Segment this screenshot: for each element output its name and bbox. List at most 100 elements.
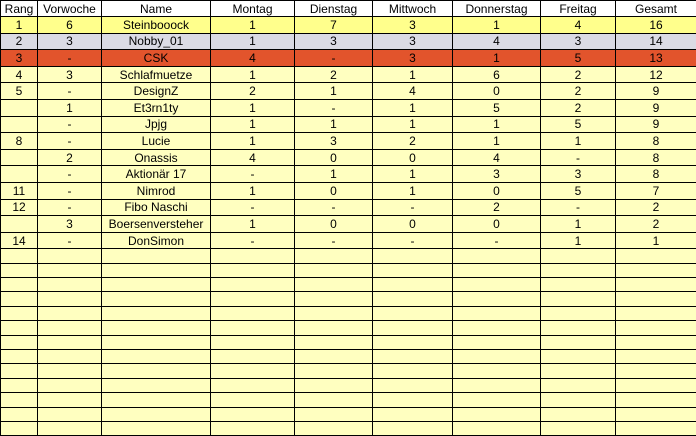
cell-vorwoche[interactable] [38, 292, 102, 306]
cell-montag[interactable] [211, 249, 295, 263]
column-header-mittwoch[interactable]: Mittwoch [373, 1, 453, 17]
cell-mittwoch[interactable]: 3 [373, 33, 453, 50]
cell-gesamt[interactable]: 7 [616, 182, 696, 199]
cell-gesamt[interactable] [616, 263, 696, 277]
cell-name[interactable] [102, 278, 211, 292]
column-header-montag[interactable]: Montag [211, 1, 295, 17]
cell-dienstag[interactable]: 3 [295, 33, 373, 50]
cell-vorwoche[interactable] [38, 335, 102, 349]
cell-freitag[interactable] [541, 407, 616, 421]
column-header-dienstag[interactable]: Dienstag [295, 1, 373, 17]
cell-mittwoch[interactable]: 3 [373, 50, 453, 67]
cell-rang[interactable] [1, 364, 38, 378]
cell-name[interactable] [102, 350, 211, 364]
cell-gesamt[interactable]: 8 [616, 166, 696, 183]
cell-vorwoche[interactable] [38, 306, 102, 320]
column-header-name[interactable]: Name [102, 1, 211, 17]
cell-gesamt[interactable] [616, 321, 696, 335]
cell-freitag[interactable] [541, 292, 616, 306]
cell-name[interactable]: DesignZ [102, 83, 211, 100]
cell-rang[interactable] [1, 116, 38, 133]
cell-vorwoche[interactable]: - [38, 50, 102, 67]
cell-mittwoch[interactable] [373, 278, 453, 292]
cell-freitag[interactable]: 2 [541, 66, 616, 83]
cell-mittwoch[interactable] [373, 364, 453, 378]
cell-vorwoche[interactable] [38, 364, 102, 378]
cell-name[interactable]: Nobby_01 [102, 33, 211, 50]
cell-donnerstag[interactable]: 4 [453, 33, 541, 50]
column-header-gesamt[interactable]: Gesamt [616, 1, 696, 17]
cell-freitag[interactable]: 5 [541, 182, 616, 199]
cell-montag[interactable] [211, 393, 295, 407]
cell-dienstag[interactable] [295, 350, 373, 364]
cell-rang[interactable] [1, 306, 38, 320]
cell-vorwoche[interactable] [38, 350, 102, 364]
cell-freitag[interactable] [541, 321, 616, 335]
cell-montag[interactable] [211, 306, 295, 320]
cell-freitag[interactable] [541, 278, 616, 292]
cell-rang[interactable] [1, 278, 38, 292]
cell-donnerstag[interactable] [453, 393, 541, 407]
cell-dienstag[interactable]: 1 [295, 83, 373, 100]
cell-dienstag[interactable]: 2 [295, 66, 373, 83]
cell-freitag[interactable] [541, 306, 616, 320]
cell-gesamt[interactable]: 9 [616, 116, 696, 133]
cell-dienstag[interactable] [295, 393, 373, 407]
cell-vorwoche[interactable]: 6 [38, 17, 102, 34]
cell-rang[interactable]: 5 [1, 83, 38, 100]
cell-name[interactable]: Et3rn1ty [102, 99, 211, 116]
cell-montag[interactable] [211, 407, 295, 421]
cell-vorwoche[interactable]: - [38, 133, 102, 150]
cell-rang[interactable]: 12 [1, 199, 38, 216]
cell-dienstag[interactable]: 1 [295, 116, 373, 133]
cell-gesamt[interactable] [616, 306, 696, 320]
cell-name[interactable] [102, 263, 211, 277]
cell-gesamt[interactable] [616, 350, 696, 364]
cell-dienstag[interactable]: 1 [295, 166, 373, 183]
cell-dienstag[interactable]: 7 [295, 17, 373, 34]
cell-dienstag[interactable] [295, 306, 373, 320]
cell-name[interactable] [102, 335, 211, 349]
cell-vorwoche[interactable] [38, 407, 102, 421]
cell-montag[interactable]: 1 [211, 33, 295, 50]
cell-dienstag[interactable]: - [295, 50, 373, 67]
cell-vorwoche[interactable]: - [38, 166, 102, 183]
cell-vorwoche[interactable]: - [38, 182, 102, 199]
cell-freitag[interactable]: 3 [541, 166, 616, 183]
cell-name[interactable] [102, 249, 211, 263]
cell-gesamt[interactable]: 9 [616, 99, 696, 116]
cell-vorwoche[interactable] [38, 378, 102, 392]
cell-mittwoch[interactable]: 1 [373, 166, 453, 183]
cell-gesamt[interactable]: 8 [616, 149, 696, 166]
cell-montag[interactable] [211, 350, 295, 364]
cell-dienstag[interactable] [295, 249, 373, 263]
cell-name[interactable]: Schlafmuetze [102, 66, 211, 83]
cell-vorwoche[interactable]: 3 [38, 66, 102, 83]
cell-mittwoch[interactable]: - [373, 232, 453, 249]
cell-freitag[interactable]: 3 [541, 33, 616, 50]
cell-dienstag[interactable] [295, 278, 373, 292]
cell-rang[interactable] [1, 407, 38, 421]
cell-donnerstag[interactable] [453, 407, 541, 421]
cell-name[interactable] [102, 393, 211, 407]
cell-montag[interactable]: 1 [211, 66, 295, 83]
cell-gesamt[interactable]: 8 [616, 133, 696, 150]
cell-dienstag[interactable] [295, 321, 373, 335]
cell-montag[interactable]: 1 [211, 133, 295, 150]
cell-mittwoch[interactable] [373, 321, 453, 335]
cell-gesamt[interactable] [616, 378, 696, 392]
cell-dienstag[interactable] [295, 378, 373, 392]
cell-montag[interactable]: - [211, 232, 295, 249]
cell-mittwoch[interactable]: 1 [373, 99, 453, 116]
cell-mittwoch[interactable] [373, 378, 453, 392]
cell-rang[interactable] [1, 216, 38, 233]
cell-rang[interactable] [1, 393, 38, 407]
cell-gesamt[interactable] [616, 278, 696, 292]
cell-donnerstag[interactable] [453, 278, 541, 292]
cell-vorwoche[interactable]: 3 [38, 33, 102, 50]
cell-donnerstag[interactable] [453, 350, 541, 364]
cell-gesamt[interactable] [616, 407, 696, 421]
cell-rang[interactable] [1, 335, 38, 349]
cell-mittwoch[interactable] [373, 249, 453, 263]
cell-freitag[interactable] [541, 249, 616, 263]
